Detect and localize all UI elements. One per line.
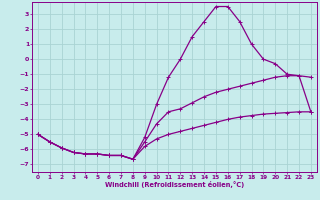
X-axis label: Windchill (Refroidissement éolien,°C): Windchill (Refroidissement éolien,°C) (105, 181, 244, 188)
